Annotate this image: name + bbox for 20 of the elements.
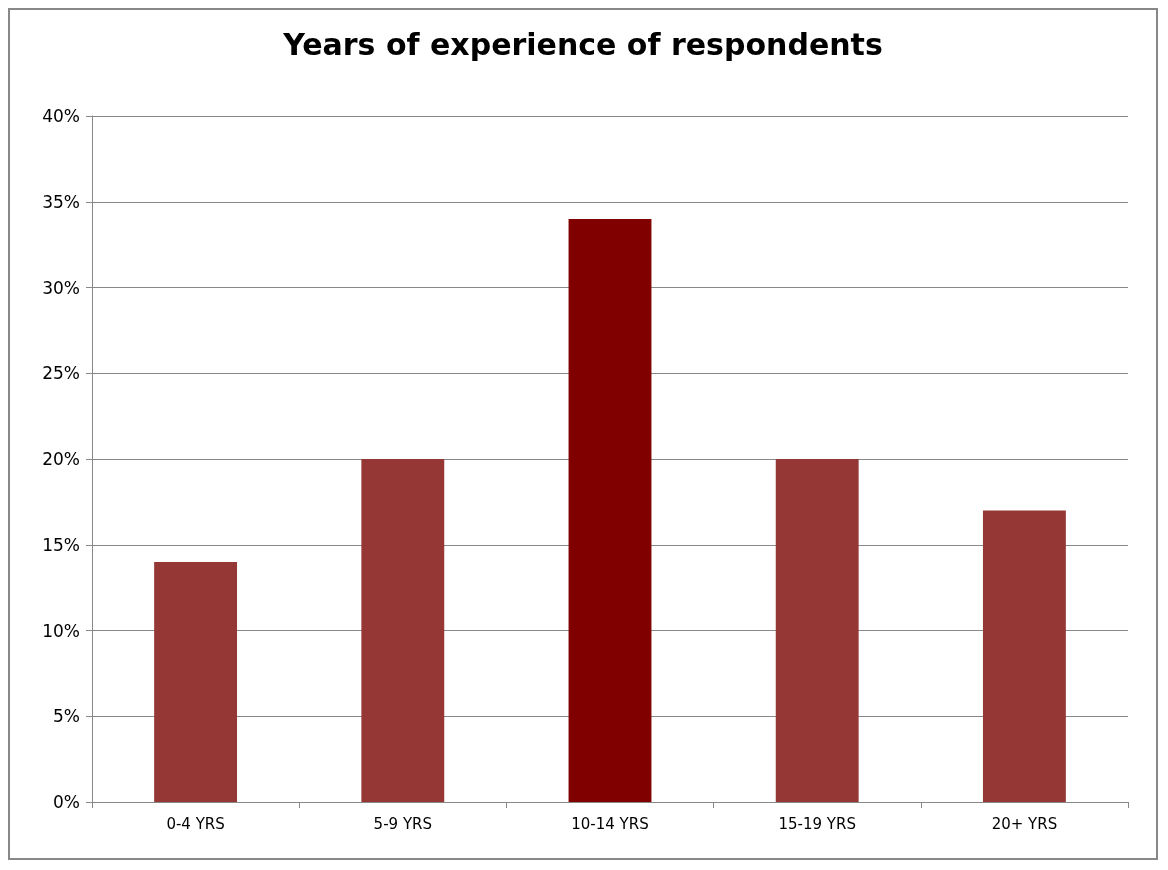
bar xyxy=(982,510,1066,802)
y-tick-label: 25% xyxy=(42,363,80,384)
x-tick-label: 15-19 YRS xyxy=(778,814,856,833)
y-tick-label: 0% xyxy=(53,792,80,812)
y-tick-label: 40% xyxy=(42,106,80,126)
bar xyxy=(568,218,652,802)
x-tick-label: 20+ YRS xyxy=(991,814,1058,833)
x-tick-label: 10-14 YRS xyxy=(571,814,649,833)
x-tick-label: 5-9 YRS xyxy=(373,814,432,833)
bar xyxy=(361,459,445,802)
y-tick-label: 10% xyxy=(42,620,80,641)
y-tick-label: 30% xyxy=(42,277,80,298)
y-tick-label: 35% xyxy=(42,191,80,212)
bar xyxy=(775,459,859,802)
y-tick-label: 20% xyxy=(42,449,80,469)
bar xyxy=(154,561,238,802)
chart-title: Years of experience of respondents xyxy=(282,26,883,62)
y-tick-label: 15% xyxy=(42,534,80,555)
y-tick-label: 5% xyxy=(53,706,80,727)
x-tick-label: 0-4 YRS xyxy=(166,814,225,833)
